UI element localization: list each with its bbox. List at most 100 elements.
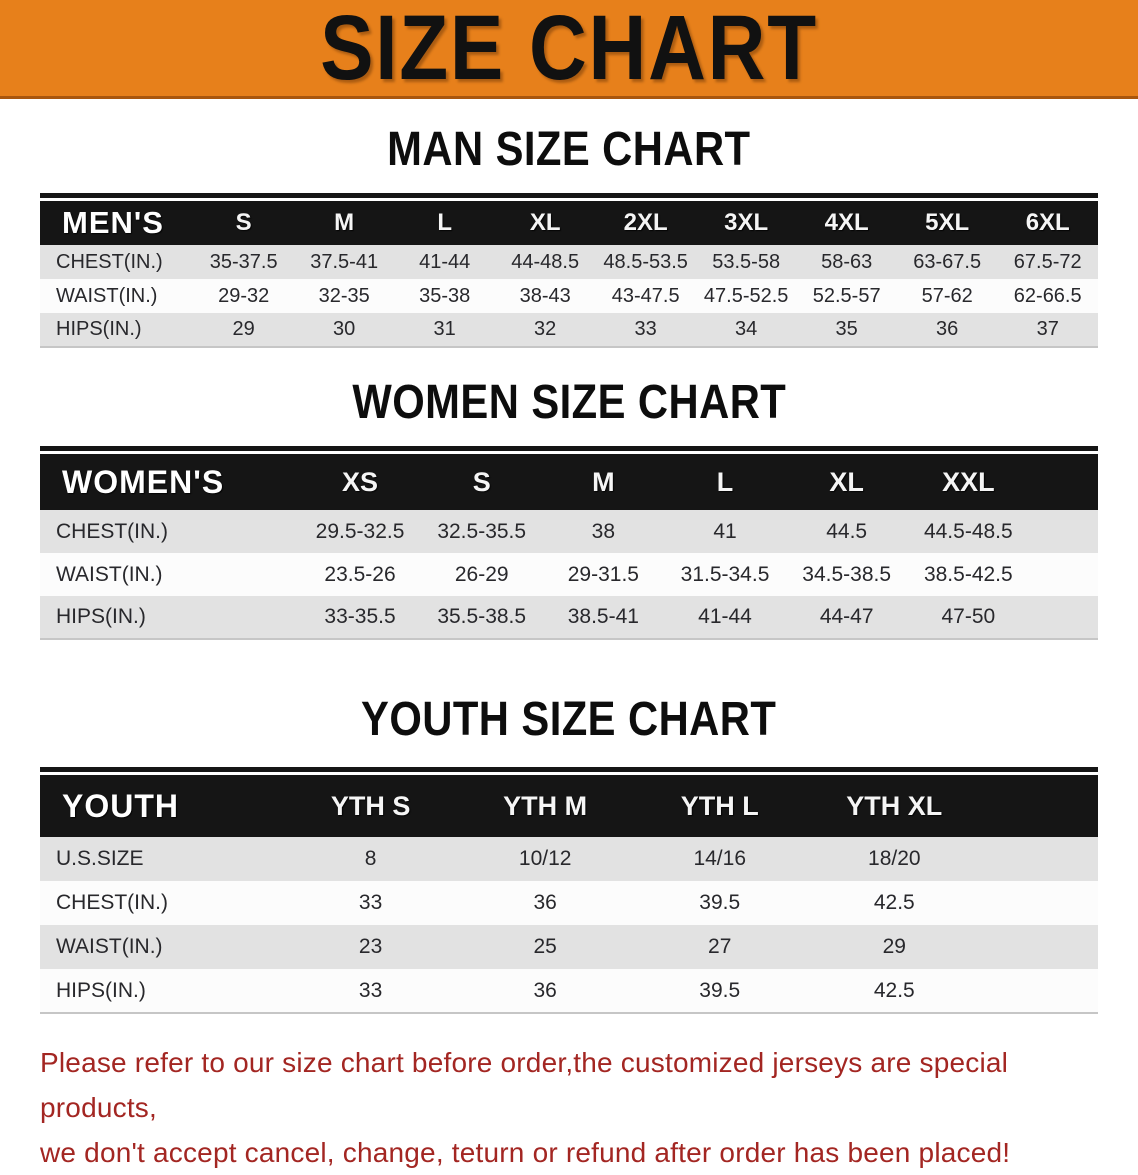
size-header-row: MEN'S S M L XL 2XL 3XL 4XL 5XL 6XL — [40, 201, 1098, 245]
size-value-cell: 38.5-41 — [567, 605, 639, 628]
size-value-cell: 33-35.5 — [324, 605, 396, 628]
size-value-cell: 32 — [534, 318, 557, 340]
banner: SIZE CHART — [0, 0, 1138, 99]
size-column-header: 2XL — [595, 201, 696, 245]
men-size-table: MEN'S S M L XL 2XL 3XL 4XL 5XL 6XL CHEST(IN.) 35-37… — [40, 201, 1098, 348]
size-column-header: S — [193, 201, 294, 245]
size-value-cell: 14/16 — [693, 847, 747, 870]
size-value-cell: 36 — [533, 891, 557, 914]
size-value-cell: 26-29 — [454, 562, 509, 586]
header-spacer-cell — [981, 775, 1098, 837]
size-column-header: XL — [785, 454, 908, 510]
size-value-cell: 27 — [708, 935, 732, 958]
men-table-top-rule — [40, 193, 1098, 198]
row-label: WAIST(IN.) — [56, 935, 163, 958]
size-value-cell: 58-63 — [821, 250, 873, 273]
size-column-header: 3XL — [695, 201, 797, 245]
size-column-header: XXL — [907, 454, 1030, 510]
size-value-cell: 38-43 — [519, 284, 571, 307]
size-value-cell: 41-44 — [698, 605, 752, 628]
size-value-cell: 29-31.5 — [567, 562, 639, 586]
table-corner-label: WOMEN'S — [40, 454, 300, 510]
men-size-section: MAN SIZE CHART MEN'S S M L XL 2XL 3XL 4XL 5XL 6XL… — [0, 123, 1138, 348]
row-label: U.S.SIZE — [56, 847, 144, 870]
row-spacer-cell — [982, 969, 1098, 1013]
row-label: CHEST(IN.) — [56, 891, 168, 914]
row-label: CHEST(IN.) — [56, 250, 163, 273]
size-value-cell: 57-62 — [921, 284, 973, 307]
size-value-cell: 29 — [232, 318, 255, 340]
size-value-cell: 37 — [1036, 318, 1059, 340]
youth-section-heading-text: YOUTH SIZE CHART — [361, 693, 777, 746]
size-value-cell: 47-50 — [941, 605, 996, 628]
size-value-cell: 44-47 — [819, 605, 874, 628]
size-value-cell: 23.5-26 — [324, 562, 396, 586]
men-section-heading-text: MAN SIZE CHART — [387, 123, 751, 176]
size-value-cell: 35-37.5 — [209, 250, 278, 273]
size-value-cell: 48.5-53.5 — [603, 250, 688, 273]
row-label: HIPS(IN.) — [56, 318, 142, 340]
size-value-cell: 67.5-72 — [1013, 250, 1082, 273]
size-value-cell: 42.5 — [873, 891, 915, 914]
size-value-cell: 44.5 — [826, 519, 868, 543]
measurement-row: CHEST(IN.) 29.5-32.5 32.5-35.5 38 41 44.5 44.5… — [40, 510, 1098, 553]
size-value-cell: 30 — [333, 318, 356, 340]
size-value-cell: 33 — [358, 891, 383, 914]
size-value-cell: 32-35 — [318, 284, 370, 307]
row-spacer-cell — [1029, 510, 1098, 553]
size-value-cell: 29-32 — [218, 284, 270, 307]
women-section-heading-text: WOMEN SIZE CHART — [352, 376, 786, 429]
measurement-row: CHEST(IN.) 35-37.5 37.5-41 41-44 44-48.5 48.5… — [40, 245, 1098, 279]
size-value-cell: 37.5-41 — [310, 250, 379, 273]
size-column-header: S — [420, 454, 543, 510]
women-size-table: WOMEN'S XS S M L XL XXL CHEST(IN.) 29.5-32.5 32.5… — [40, 454, 1098, 640]
measurement-row: CHEST(IN.) 33 36 39.5 42.5 — [40, 881, 1098, 925]
banner-title: SIZE CHART — [320, 0, 818, 99]
size-column-header: 5XL — [896, 201, 998, 245]
size-column-header: L — [394, 201, 495, 245]
men-section-heading: MAN SIZE CHART — [0, 123, 1138, 176]
header-spacer-cell — [1029, 454, 1098, 510]
size-value-cell: 34 — [735, 318, 758, 340]
measurement-row: HIPS(IN.) 33-35.5 35.5-38.5 38.5-41 41-44 44-… — [40, 596, 1098, 639]
row-spacer-cell — [982, 925, 1098, 969]
youth-size-section: YOUTH SIZE CHART YOUTH YTH S YTH M YTH L YTH… — [0, 693, 1138, 1014]
size-column-header: 6XL — [997, 201, 1098, 245]
size-value-cell: 29 — [882, 935, 906, 958]
women-table-top-rule — [40, 446, 1098, 451]
size-value-cell: 52.5-57 — [812, 284, 881, 307]
row-spacer-cell — [982, 881, 1098, 925]
size-value-cell: 53.5-58 — [712, 250, 781, 273]
footer-note: Please refer to our size chart before or… — [40, 1040, 1098, 1175]
size-value-cell: 33 — [358, 978, 383, 1002]
size-value-cell: 35 — [835, 318, 858, 340]
size-value-cell: 35-38 — [419, 284, 471, 307]
size-value-cell: 36 — [936, 318, 959, 340]
measurement-row: WAIST(IN.) 23.5-26 26-29 29-31.5 31.5-34.5 34… — [40, 553, 1098, 596]
row-spacer-cell — [1029, 553, 1098, 596]
size-value-cell: 39.5 — [699, 891, 741, 914]
size-column-header: M — [293, 201, 395, 245]
row-label: CHEST(IN.) — [56, 519, 168, 543]
size-column-header: M — [542, 454, 665, 510]
size-value-cell: 36 — [533, 978, 557, 1002]
youth-size-table: YOUTH YTH S YTH M YTH L YTH XL U.S.SIZE 8 10/12… — [40, 775, 1098, 1014]
size-header-row: YOUTH YTH S YTH M YTH L YTH XL — [40, 775, 1098, 837]
measurement-row: HIPS(IN.) 29 30 31 32 33 34 35 36 37 — [40, 313, 1098, 347]
row-spacer-cell — [982, 837, 1098, 881]
size-value-cell: 18/20 — [868, 847, 921, 870]
size-value-cell: 8 — [364, 847, 377, 870]
size-value-cell: 35.5-38.5 — [437, 605, 527, 628]
size-value-cell: 33 — [634, 318, 657, 340]
row-label: WAIST(IN.) — [56, 284, 158, 307]
size-value-cell: 23 — [358, 935, 383, 958]
row-spacer-cell — [1029, 596, 1098, 639]
measurement-row: HIPS(IN.) 33 36 39.5 42.5 — [40, 969, 1098, 1013]
size-value-cell: 38 — [591, 519, 616, 543]
footer-line-2: we don't accept cancel, change, teturn o… — [40, 1137, 1011, 1168]
size-value-cell: 41-44 — [419, 250, 471, 273]
size-value-cell: 63-67.5 — [913, 250, 982, 273]
women-size-section: WOMEN SIZE CHART WOMEN'S XS S M L XL XXL CHEST(… — [0, 376, 1138, 640]
size-column-header: 4XL — [796, 201, 897, 245]
youth-table-top-rule — [40, 767, 1098, 772]
